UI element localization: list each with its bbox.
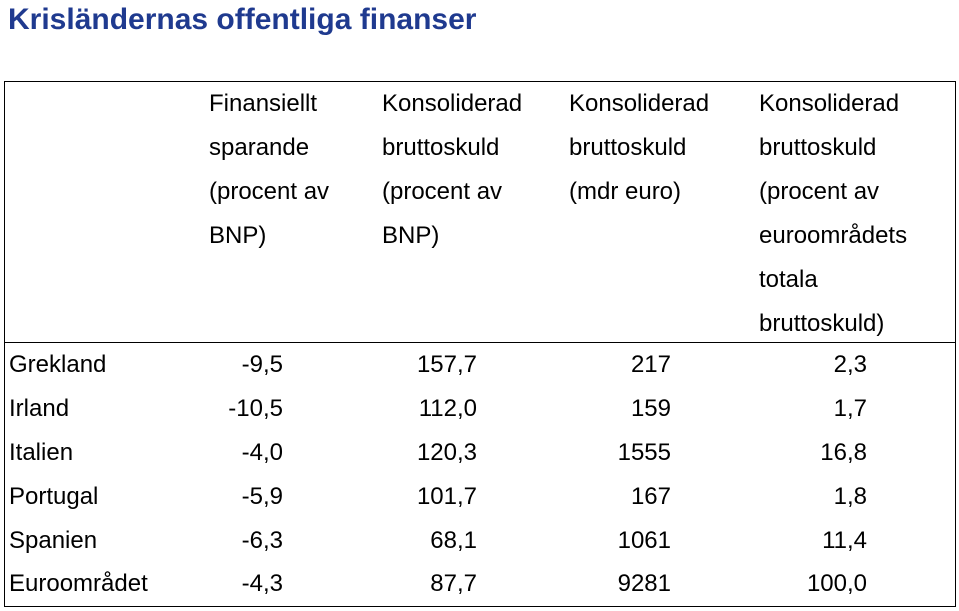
header-line: (procent av: [209, 178, 330, 205]
header-line: bruttoskuld: [759, 134, 877, 161]
header-line: Finansiellt: [209, 90, 318, 117]
country-cell: Italien: [9, 439, 74, 466]
country-cell: Irland: [9, 395, 70, 422]
header-line: (procent av: [382, 178, 503, 205]
header-line: bruttoskuld: [382, 134, 500, 161]
value-cell: 16,8: [820, 439, 867, 466]
value-cell: 2,3: [833, 351, 867, 378]
value-cell: 100,0: [806, 570, 867, 597]
column-header-gross-debt-share: Konsoliderad bruttoskuld (procent av eur…: [759, 82, 907, 346]
value-cell: -10,5: [228, 395, 283, 422]
header-line: totala: [759, 266, 818, 293]
header-line: (mdr euro): [569, 178, 682, 205]
header-line: BNP): [382, 222, 440, 249]
value-cell: 1,7: [833, 395, 867, 422]
value-cell: 1,8: [833, 483, 867, 510]
value-cell: -6,3: [241, 527, 283, 554]
value-cell: 217: [630, 351, 671, 378]
table-row: Italien -4,0 120,3 1555 16,8: [0, 431, 959, 475]
country-cell: Grekland: [9, 351, 107, 378]
header-line: sparande: [209, 134, 310, 161]
value-cell: 101,7: [416, 483, 477, 510]
value-cell: 87,7: [430, 570, 477, 597]
column-header-gross-debt-billion-euro: Konsoliderad bruttoskuld (mdr euro): [569, 82, 709, 214]
header-line: bruttoskuld): [759, 310, 885, 337]
table-row: Irland -10,5 112,0 159 1,7: [0, 387, 959, 431]
header-line: BNP): [209, 222, 267, 249]
table-border: [4, 81, 956, 607]
value-cell: -4,3: [241, 570, 283, 597]
header-line: Konsoliderad: [759, 90, 900, 117]
table-row: Spanien -6,3 68,1 1061 11,4: [0, 519, 959, 563]
value-cell: 157,7: [416, 351, 477, 378]
value-cell: 112,0: [418, 395, 477, 422]
country-cell: Spanien: [9, 527, 98, 554]
table-row: Euroområdet -4,3 87,7 9281 100,0: [0, 562, 959, 606]
table-row: Grekland -9,5 157,7 217 2,3: [0, 343, 959, 387]
value-cell: 9281: [617, 570, 671, 597]
value-cell: -4,0: [241, 439, 283, 466]
value-cell: 120,3: [416, 439, 477, 466]
value-cell: -5,9: [241, 483, 283, 510]
table-row: Portugal -5,9 101,7 167 1,8: [0, 475, 959, 519]
header-line: (procent av: [759, 178, 880, 205]
column-header-financial-saving: Finansiellt sparande (procent av BNP): [209, 82, 329, 258]
value-cell: 11,4: [822, 527, 867, 554]
value-cell: 1555: [617, 439, 671, 466]
header-line: Konsoliderad: [569, 90, 710, 117]
header-line: euroområdets: [759, 222, 908, 249]
header-divider: [4, 342, 956, 343]
value-cell: 68,1: [430, 527, 477, 554]
country-cell: Portugal: [9, 483, 99, 510]
value-cell: -9,5: [241, 351, 283, 378]
value-cell: 1061: [617, 527, 671, 554]
header-line: bruttoskuld: [569, 134, 687, 161]
header-line: Konsoliderad: [382, 90, 523, 117]
page-title: Krisländernas offentliga finanser: [8, 3, 477, 36]
value-cell: 167: [630, 483, 671, 510]
country-cell: Euroområdet: [9, 570, 148, 597]
value-cell: 159: [630, 395, 671, 422]
column-header-gross-debt-gdp: Konsoliderad bruttoskuld (procent av BNP…: [382, 82, 522, 258]
